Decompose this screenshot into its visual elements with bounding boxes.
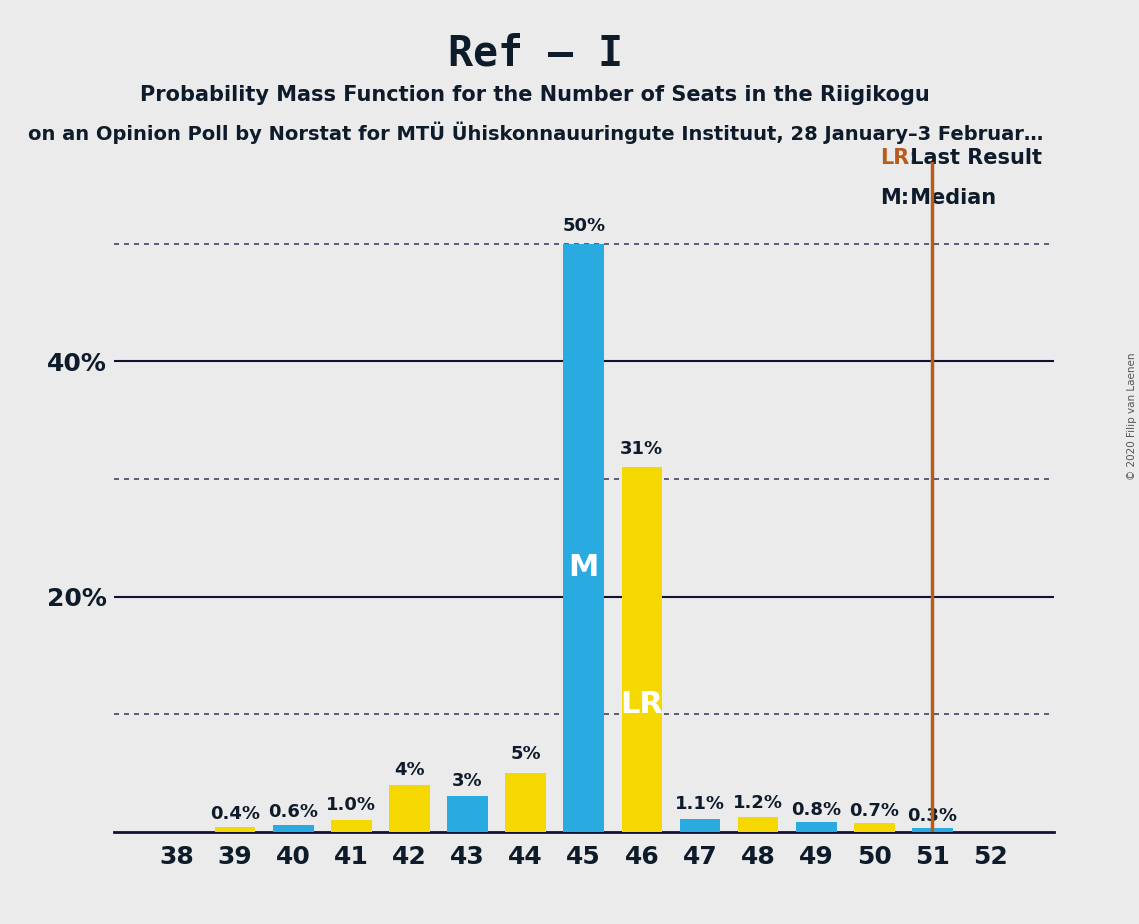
Bar [331,820,371,832]
Text: 0.8%: 0.8% [792,801,842,819]
Text: 1.2%: 1.2% [734,794,784,811]
Text: 5%: 5% [510,746,541,763]
Text: 3%: 3% [452,772,483,790]
Text: 1.0%: 1.0% [326,796,376,814]
Text: on an Opinion Poll by Norstat for MTÜ Ühiskonnauuringute Instituut, 28 January–3: on an Opinion Poll by Norstat for MTÜ Üh… [27,122,1043,144]
Text: 1.1%: 1.1% [675,795,724,813]
Bar [796,822,836,832]
Text: LR:: LR: [879,148,917,168]
Text: 0.4%: 0.4% [210,806,260,823]
Text: 31%: 31% [621,440,663,458]
Bar [215,827,255,832]
Text: Median: Median [903,188,997,209]
Bar [506,772,546,832]
Text: Last Result: Last Result [903,148,1042,168]
Text: LR: LR [621,689,663,719]
Text: Ref – I: Ref – I [448,32,623,74]
Text: 0.3%: 0.3% [908,807,958,824]
Text: 50%: 50% [563,216,605,235]
Bar [738,818,778,832]
Bar [622,468,662,832]
Bar [564,244,604,832]
Bar [854,823,894,832]
Bar [390,784,429,832]
Bar [912,828,952,832]
Text: © 2020 Filip van Laenen: © 2020 Filip van Laenen [1126,352,1137,480]
Text: M:: M: [879,188,909,209]
Bar [273,824,313,832]
Text: Probability Mass Function for the Number of Seats in the Riigikogu: Probability Mass Function for the Number… [140,85,931,105]
Bar [448,796,487,832]
Text: 0.6%: 0.6% [268,803,318,821]
Text: M: M [568,553,599,582]
Text: 0.7%: 0.7% [850,802,900,820]
Text: 4%: 4% [394,760,425,779]
Bar [680,819,720,832]
